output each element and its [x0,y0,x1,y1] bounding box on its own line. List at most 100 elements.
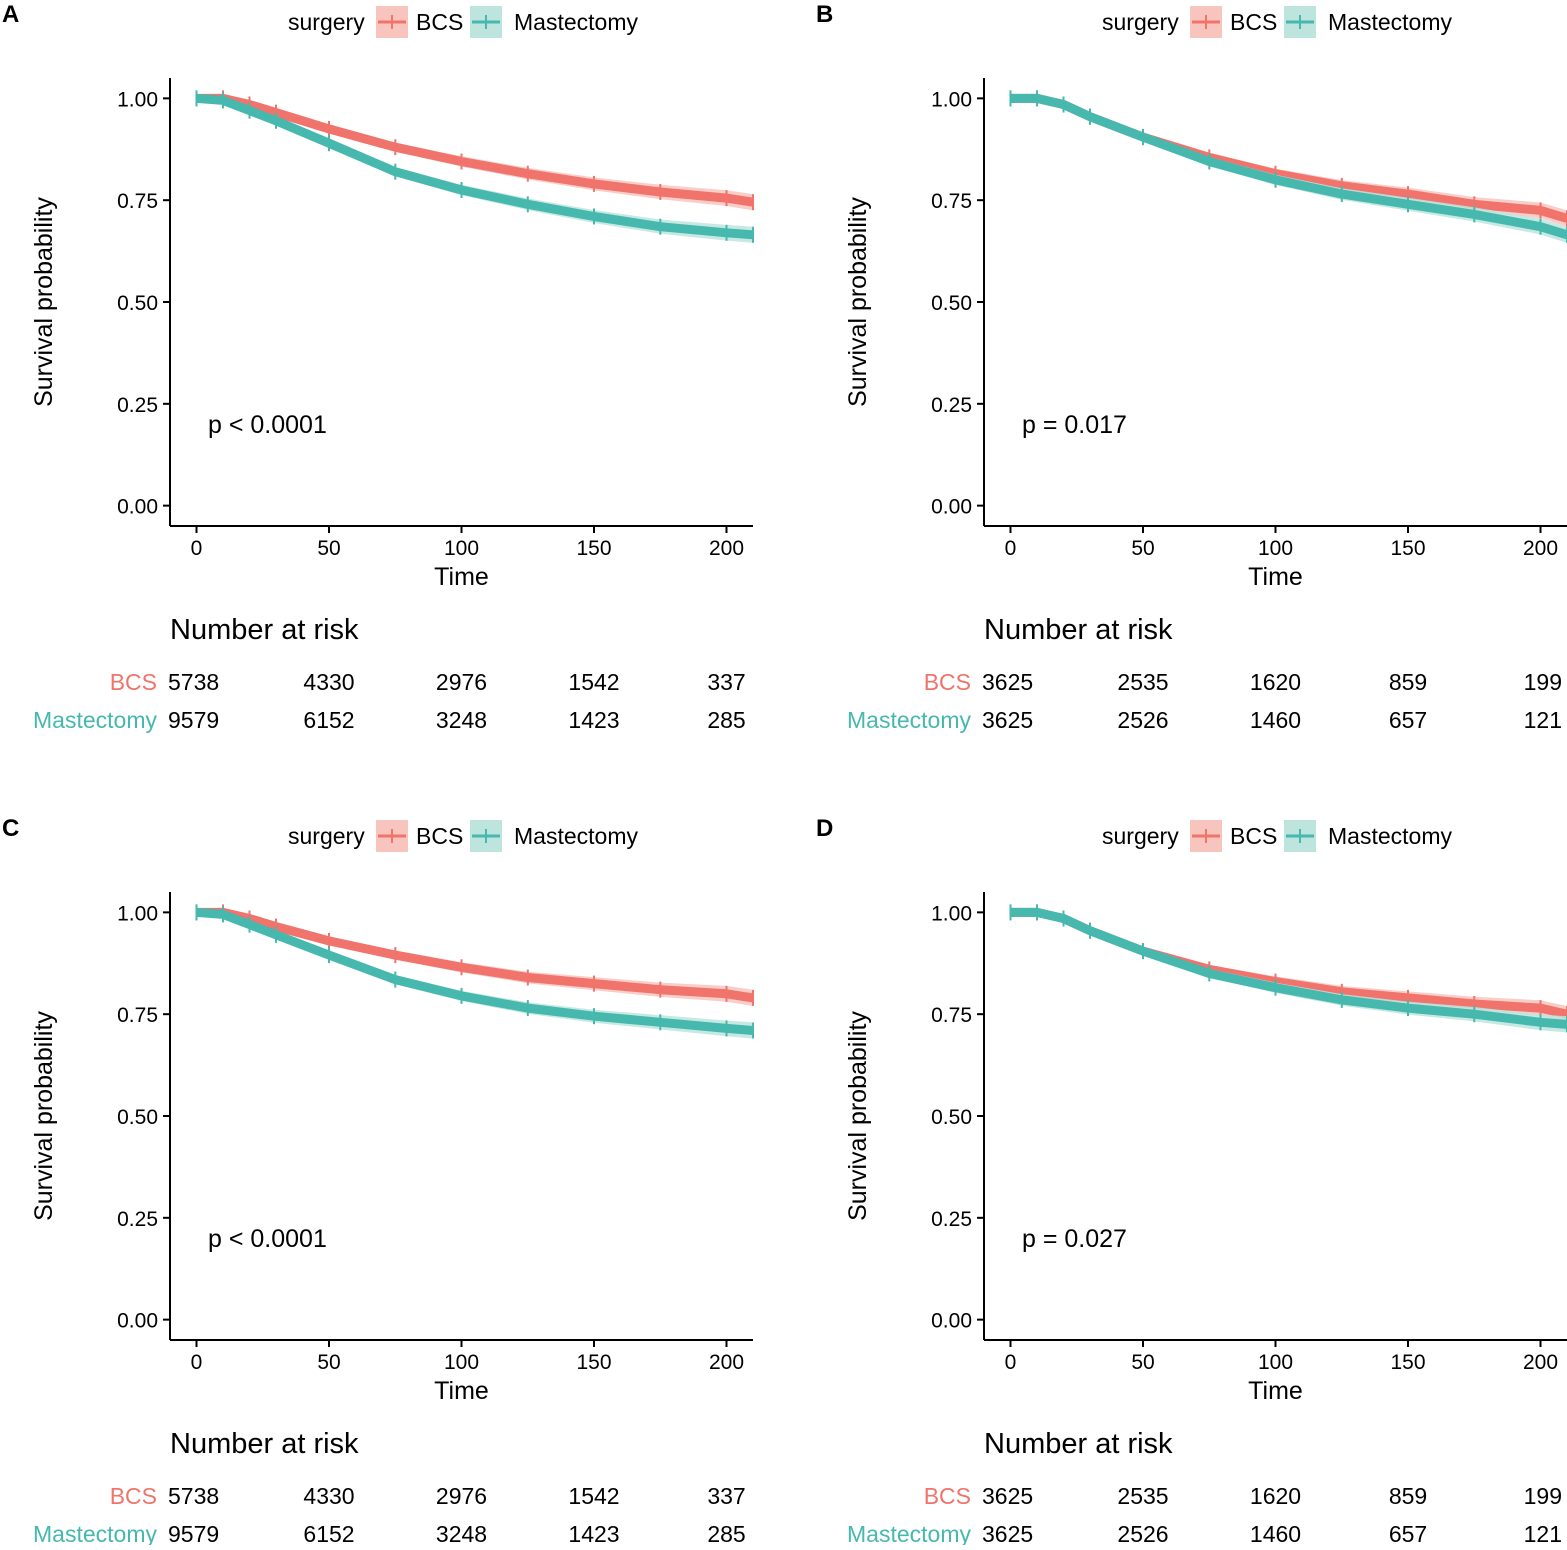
risk-value: 199 [1524,669,1562,695]
risk-table-title: Number at risk [170,614,359,646]
risk-value: 1423 [568,1521,619,1545]
risk-value: 1620 [1250,1483,1301,1509]
risk-value: 657 [1389,1521,1427,1545]
risk-table: Number at risk BCS 5738 4330 2976 1542 337 Mast… [33,1428,746,1545]
risk-value: 1542 [568,669,619,695]
risk-value: 285 [707,1521,745,1545]
legend-label-mastectomy: Mastectomy [514,9,638,35]
risk-value: 285 [707,707,745,733]
y-axis-title: Survival probability [844,1011,872,1221]
risk-value: 5738 [168,669,219,695]
risk-row-label-bcs: BCS [110,1483,157,1509]
risk-table-title: Number at risk [170,1428,359,1460]
risk-value: 3625 [982,1483,1033,1509]
risk-table-title: Number at risk [984,614,1173,646]
x-tick-label: 100 [444,1351,479,1374]
risk-table: Number at risk BCS 3625 2535 1620 859 199 Maste… [847,1428,1562,1545]
risk-value: 9579 [168,707,219,733]
y-tick-label: 1.00 [117,902,158,925]
risk-value: 9579 [168,1521,219,1545]
risk-row-label-bcs: BCS [924,669,971,695]
series-mastectomy [1011,90,1567,243]
x-tick-label: 100 [1258,1351,1293,1374]
risk-value: 657 [1389,707,1427,733]
legend-title: surgery [288,9,365,35]
y-tick-label: 1.00 [117,88,158,111]
risk-value: 859 [1389,669,1427,695]
survival-line-mastectomy [1011,98,1567,234]
x-axis-title: Time [1248,563,1303,591]
risk-value: 3625 [982,1521,1033,1545]
risk-value: 3248 [436,707,487,733]
p-value-annotation: p < 0.0001 [208,1225,327,1253]
x-tick-label: 150 [1390,537,1425,560]
series-bcs [1011,90,1567,226]
x-tick-label: 200 [709,1351,744,1374]
y-tick-label: 0.00 [117,1310,158,1333]
panel-letter: A [2,1,19,28]
x-tick-label: 100 [444,537,479,560]
risk-table: Number at risk BCS 3625 2535 1620 859 199 Maste… [847,614,1562,733]
risk-value: 2976 [436,1483,487,1509]
risk-value: 121 [1524,707,1562,733]
risk-value: 4330 [303,1483,354,1509]
risk-table-title: Number at risk [984,1428,1173,1460]
x-tick-label: 50 [317,1351,340,1374]
y-tick-label: 0.25 [117,1208,158,1231]
risk-value: 1620 [1250,669,1301,695]
series-bcs [197,904,754,1006]
legend-label-mastectomy: Mastectomy [1328,823,1452,849]
y-tick-label: 0.00 [931,496,972,519]
x-tick-label: 150 [576,537,611,560]
y-tick-label: 1.00 [931,88,972,111]
x-axis-title: Time [1248,1377,1303,1405]
x-tick-label: 50 [317,537,340,560]
x-tick-label: 100 [1258,537,1293,560]
x-tick-label: 150 [576,1351,611,1374]
risk-value: 5738 [168,1483,219,1509]
risk-value: 3625 [982,707,1033,733]
risk-row-label-mastectomy: Mastectomy [847,707,971,733]
risk-value: 859 [1389,1483,1427,1509]
risk-value: 337 [707,669,745,695]
series-mastectomy [1011,904,1567,1032]
x-tick-label: 150 [1390,1351,1425,1374]
y-tick-label: 0.00 [117,496,158,519]
y-tick-label: 0.75 [931,1004,972,1027]
y-axis-title: Survival probability [844,197,872,407]
risk-value: 121 [1524,1521,1562,1545]
x-tick-label: 0 [1005,1351,1017,1374]
risk-row-label-bcs: BCS [924,1483,971,1509]
risk-value: 4330 [303,669,354,695]
risk-value: 1423 [568,707,619,733]
risk-row-label-mastectomy: Mastectomy [33,1521,157,1545]
y-tick-label: 1.00 [931,902,972,925]
x-tick-label: 50 [1131,1351,1154,1374]
legend-label-bcs: BCS [1230,9,1277,35]
risk-row-label-mastectomy: Mastectomy [847,1521,971,1545]
risk-value: 2535 [1117,669,1168,695]
risk-value: 199 [1524,1483,1562,1509]
risk-value: 1460 [1250,1521,1301,1545]
y-tick-label: 0.25 [931,1208,972,1231]
risk-value: 6152 [303,1521,354,1545]
risk-value: 2535 [1117,1483,1168,1509]
y-tick-label: 0.25 [117,394,158,417]
risk-value: 337 [707,1483,745,1509]
risk-value: 1542 [568,1483,619,1509]
y-tick-label: 0.50 [931,1106,972,1129]
legend-label-bcs: BCS [1230,823,1277,849]
risk-value: 2976 [436,669,487,695]
legend-title: surgery [1102,9,1179,35]
legend-label-bcs: BCS [416,823,463,849]
